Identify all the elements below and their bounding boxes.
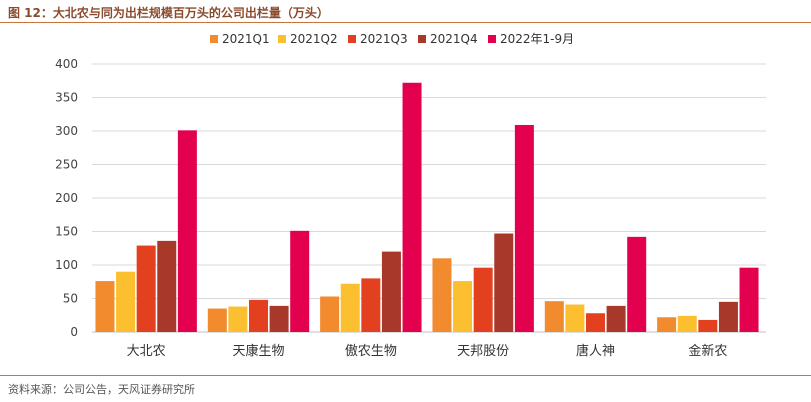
y-tick-label: 300 xyxy=(55,124,78,138)
bar xyxy=(381,251,401,332)
legend-label: 2022年1-9月 xyxy=(500,32,574,46)
x-category-label: 金新农 xyxy=(688,343,727,359)
x-category-label: 傲农生物 xyxy=(345,344,397,359)
legend-label: 2021Q1 xyxy=(222,32,270,46)
y-tick-label: 100 xyxy=(55,258,78,272)
source-rule xyxy=(0,375,811,376)
bar xyxy=(361,278,381,332)
bar xyxy=(606,305,626,332)
bar xyxy=(698,319,718,332)
y-tick-label: 250 xyxy=(55,158,78,172)
bar xyxy=(453,281,473,332)
legend-swatch xyxy=(278,35,286,43)
legend-swatch xyxy=(418,35,426,43)
bar xyxy=(586,313,605,332)
y-tick-label: 200 xyxy=(55,191,78,205)
bar xyxy=(432,258,452,332)
bar xyxy=(739,267,759,332)
bar xyxy=(657,317,677,332)
x-category-label: 天康生物 xyxy=(232,343,284,359)
y-tick-label: 350 xyxy=(55,91,78,105)
figure-title: 图 12：大北农与同为出栏规模百万头的公司出栏量（万头） xyxy=(8,6,329,20)
bar-chart: 0 50 100 150 200 250 300 350 400 大北农 天康生物 傲农生物 天邦股份 唐… xyxy=(55,32,766,359)
bar xyxy=(677,315,697,332)
bar xyxy=(565,304,585,332)
source-note: 资料来源：公司公告，天风证券研究所 xyxy=(8,383,195,396)
bar xyxy=(340,283,360,332)
bar xyxy=(473,267,493,332)
bar xyxy=(514,124,534,332)
y-tick-label: 400 xyxy=(55,57,78,71)
bar xyxy=(494,233,514,332)
x-category-label: 大北农 xyxy=(127,344,166,359)
bar xyxy=(95,281,115,332)
legend-swatch xyxy=(488,35,496,43)
legend-swatch xyxy=(348,35,356,43)
bar xyxy=(320,296,340,332)
bar xyxy=(177,130,197,332)
x-category-label: 唐人神 xyxy=(576,343,615,359)
bar xyxy=(207,308,227,332)
legend-label: 2021Q4 xyxy=(430,32,478,46)
bar xyxy=(249,299,268,332)
bar xyxy=(290,230,310,332)
x-category-label: 天邦股份 xyxy=(457,344,509,359)
bar xyxy=(157,240,177,332)
bar xyxy=(544,301,564,332)
bar xyxy=(228,306,248,332)
bar xyxy=(718,301,738,332)
legend-swatch xyxy=(210,35,218,43)
bar xyxy=(116,271,136,332)
y-tick-label: 0 xyxy=(70,325,78,339)
bar xyxy=(136,245,156,332)
bar xyxy=(269,305,289,332)
y-tick-label: 150 xyxy=(55,225,78,239)
bar xyxy=(627,236,647,332)
legend-label: 2021Q2 xyxy=(290,32,338,46)
legend-label: 2021Q3 xyxy=(360,32,408,46)
bar xyxy=(402,82,422,332)
y-tick-label: 50 xyxy=(63,292,78,306)
title-rule xyxy=(0,22,811,23)
